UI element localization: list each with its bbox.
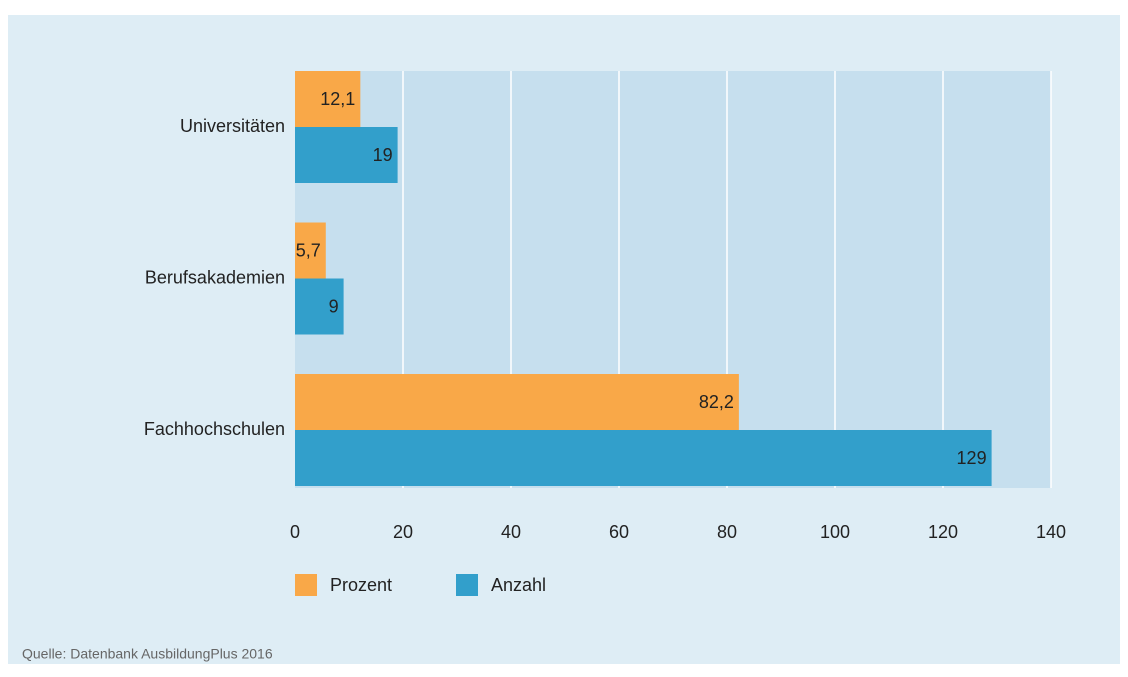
bar xyxy=(295,71,361,127)
value-label: 82,2 xyxy=(699,392,734,412)
value-label: 129 xyxy=(957,448,987,468)
y-tick-label: Berufsakademien xyxy=(145,267,285,287)
x-tick-label: 60 xyxy=(609,522,629,542)
x-tick-label: 100 xyxy=(820,522,850,542)
x-tick-label: 80 xyxy=(717,522,737,542)
legend-label: Anzahl xyxy=(491,575,546,595)
x-tick-label: 40 xyxy=(501,522,521,542)
legend-swatch xyxy=(456,574,478,596)
x-tick-label: 140 xyxy=(1036,522,1066,542)
value-label: 9 xyxy=(329,296,339,316)
legend-label: Prozent xyxy=(330,575,392,595)
legend-swatch xyxy=(295,574,317,596)
bar xyxy=(295,430,992,486)
x-tick-label: 120 xyxy=(928,522,958,542)
x-tick-label: 20 xyxy=(393,522,413,542)
value-label: 19 xyxy=(373,145,393,165)
value-label: 5,7 xyxy=(296,240,321,260)
y-tick-label: Universitäten xyxy=(180,116,285,136)
bar xyxy=(295,127,398,183)
source: Quelle: Datenbank AusbildungPlus 2016 xyxy=(22,646,273,662)
y-tick-label: Fachhochschulen xyxy=(144,419,285,439)
bar xyxy=(295,222,326,279)
bar xyxy=(295,278,344,335)
value-label: 12,1 xyxy=(320,89,355,109)
bar xyxy=(295,374,739,430)
x-tick-label: 0 xyxy=(290,522,300,542)
